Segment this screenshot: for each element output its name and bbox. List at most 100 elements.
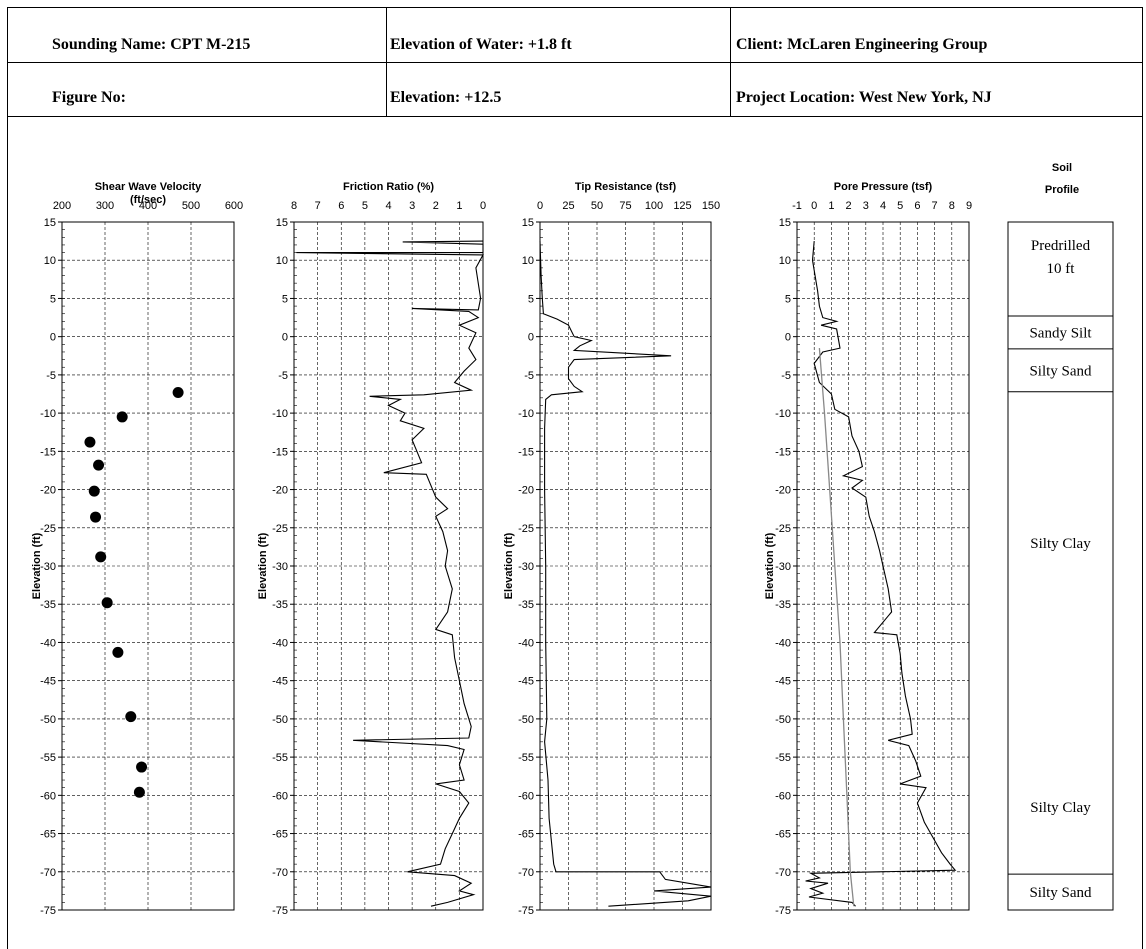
y-tick-label: -55 <box>40 752 56 764</box>
x-tick-label: 2 <box>433 200 439 212</box>
y-tick-label: 10 <box>522 255 534 267</box>
soil-layer-label: Silty Sand <box>1029 363 1092 379</box>
data-point <box>84 436 96 448</box>
y-tick-label: -35 <box>272 599 288 611</box>
y-tick-label: -25 <box>775 523 791 535</box>
y-tick-label: -55 <box>272 752 288 764</box>
y-tick-label: -55 <box>518 752 534 764</box>
soil-layer-label: 10 ft <box>1047 261 1076 277</box>
y-tick-label: -30 <box>518 561 534 573</box>
y-tick-label: -60 <box>272 790 288 802</box>
x-tick-label: 6 <box>914 200 920 212</box>
y-tick-label: 5 <box>528 293 534 305</box>
figure-no: Figure No: <box>52 89 126 106</box>
x-tick-label: 400 <box>139 200 157 212</box>
y-tick-label: -5 <box>278 370 288 382</box>
y-tick-label: -60 <box>40 790 56 802</box>
panel-units: (ft/sec) <box>130 194 166 206</box>
soil-profile-frame <box>1007 221 1114 911</box>
y-tick-label: -75 <box>40 905 56 917</box>
y-tick-label: 5 <box>785 293 791 305</box>
x-tick-label: -1 <box>792 200 802 212</box>
y-tick-label: -50 <box>775 714 791 726</box>
data-point <box>136 761 148 773</box>
y-tick-label: -30 <box>272 561 288 573</box>
panel-1: 15 10 5 0 -5 -10 -15 -20 -25 -30 -35 -40 -45 -50 -55 -6… <box>31 181 243 917</box>
y-tick-label: -20 <box>272 485 288 497</box>
header-divider <box>7 62 1143 63</box>
soil-profile-title: Soil <box>1052 162 1072 174</box>
x-tick-label: 4 <box>880 200 886 212</box>
y-tick-label: -35 <box>40 599 56 611</box>
y-tick-label: -75 <box>518 905 534 917</box>
x-tick-label: 500 <box>182 200 200 212</box>
y-tick-label: -5 <box>781 370 791 382</box>
y-tick-label: 15 <box>44 217 56 229</box>
y-tick-label: -20 <box>518 485 534 497</box>
x-tick-label: 1 <box>828 200 834 212</box>
y-tick-label: -40 <box>775 637 791 649</box>
y-tick-label: -5 <box>46 370 56 382</box>
x-tick-label: 3 <box>863 200 869 212</box>
header-col-divider-2 <box>730 7 731 117</box>
y-tick-label: -65 <box>272 829 288 841</box>
y-axis-label: Elevation (ft) <box>257 532 269 599</box>
data-point <box>93 459 105 471</box>
y-tick-label: 5 <box>50 293 56 305</box>
y-tick-label: -50 <box>40 714 56 726</box>
panel-title: Tip Resistance (tsf) <box>575 181 677 193</box>
series-line <box>296 240 484 907</box>
y-tick-label: -45 <box>518 676 534 688</box>
y-tick-label: -60 <box>518 790 534 802</box>
panel-title: Pore Pressure (tsf) <box>834 181 933 193</box>
data-point <box>101 597 113 609</box>
x-tick-label: 300 <box>96 200 114 212</box>
x-tick-label: 1 <box>456 200 462 212</box>
y-tick-label: -65 <box>518 829 534 841</box>
panel-title: Friction Ratio (%) <box>343 181 434 193</box>
x-tick-label: 3 <box>409 200 415 212</box>
y-tick-label: 0 <box>528 332 534 344</box>
y-tick-label: -55 <box>775 752 791 764</box>
y-tick-label: -60 <box>775 790 791 802</box>
y-tick-label: 15 <box>276 217 288 229</box>
soil-profile-title: Profile <box>1045 184 1079 196</box>
data-point <box>172 386 184 398</box>
y-axis-label: Elevation (ft) <box>764 532 776 599</box>
y-tick-label: -20 <box>775 485 791 497</box>
series-line-hydrostatic <box>818 348 855 907</box>
x-tick-label: 200 <box>53 200 71 212</box>
data-point <box>95 551 107 563</box>
y-tick-label: -25 <box>272 523 288 535</box>
elevation-of-water: Elevation of Water: +1.8 ft <box>390 36 572 53</box>
y-tick-label: -70 <box>40 867 56 879</box>
x-tick-label: 9 <box>966 200 972 212</box>
y-tick-label: -15 <box>518 446 534 458</box>
y-tick-label: -25 <box>518 523 534 535</box>
x-tick-label: 5 <box>362 200 368 212</box>
y-tick-label: -40 <box>272 637 288 649</box>
soil-layer-label: Silty Sand <box>1029 885 1092 901</box>
y-tick-label: 15 <box>522 217 534 229</box>
y-tick-label: -50 <box>518 714 534 726</box>
y-tick-label: -5 <box>524 370 534 382</box>
y-tick-label: 5 <box>282 293 288 305</box>
x-tick-label: 150 <box>702 200 720 212</box>
y-tick-label: 0 <box>785 332 791 344</box>
header-col-divider-1 <box>386 7 387 117</box>
y-tick-label: -25 <box>40 523 56 535</box>
x-tick-label: 600 <box>225 200 243 212</box>
data-point <box>116 411 128 423</box>
panel-3: 151050-5-10-15-20-25-30-35-40-45-50-55-6… <box>503 181 720 917</box>
x-tick-label: 75 <box>619 200 631 212</box>
x-tick-label: 4 <box>385 200 391 212</box>
data-point <box>125 711 137 723</box>
panel-2: 151050-5-10-15-20-25-30-35-40-45-50-55-6… <box>257 181 486 917</box>
sounding-name: Sounding Name: CPT M-215 <box>52 36 251 53</box>
panel-title: Shear Wave Velocity <box>95 181 202 193</box>
y-tick-label: -45 <box>775 676 791 688</box>
y-tick-label: 0 <box>50 332 56 344</box>
y-tick-label: -70 <box>518 867 534 879</box>
y-tick-label: 10 <box>44 255 56 267</box>
